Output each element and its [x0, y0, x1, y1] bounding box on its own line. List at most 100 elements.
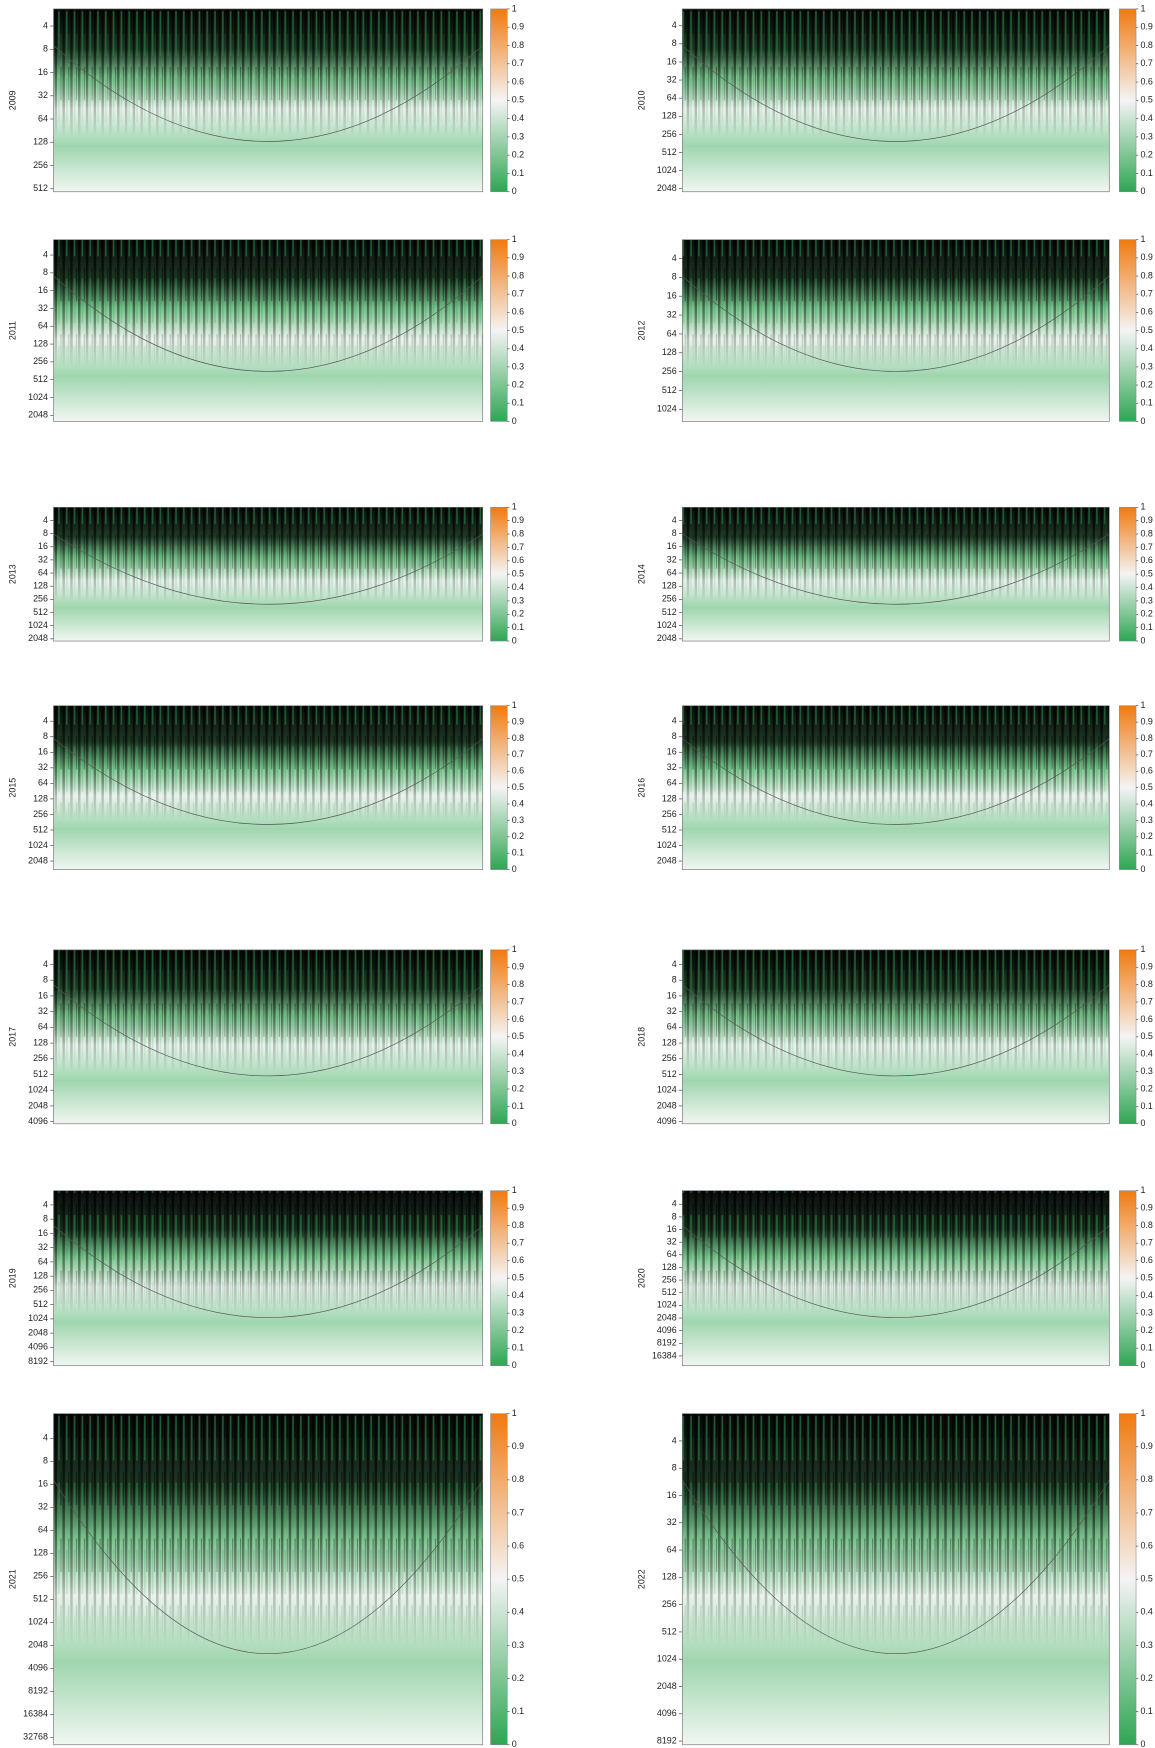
wavelet-panel: 48163264128256512102420484096201800.10.2… — [637, 944, 1153, 1128]
y-tick-label: 1024 — [657, 840, 677, 850]
y-tick-label: 8 — [672, 528, 677, 538]
y-tick-label: 16 — [38, 541, 48, 551]
colorbar-tick-label: 0.3 — [1141, 131, 1153, 141]
colorbar-tick-label: 0.2 — [1141, 1083, 1153, 1093]
y-tick-label: 1024 — [657, 1300, 677, 1310]
y-tick-label: 256 — [662, 129, 677, 139]
colorbar-tick-label: 0.7 — [512, 749, 524, 759]
y-tick-label: 64 — [38, 1022, 48, 1032]
colorbar-tick-label: 0 — [512, 186, 517, 196]
colorbar-tick-label: 0.3 — [512, 131, 524, 141]
y-tick-label: 32 — [38, 1242, 48, 1252]
y-tick-label: 64 — [667, 778, 677, 788]
colorbar — [1119, 1191, 1136, 1366]
colorbar — [1119, 1414, 1136, 1745]
colorbar-tick-label: 0.1 — [1141, 848, 1153, 858]
y-tick-label: 8 — [43, 1214, 48, 1224]
y-tick-label: 512 — [33, 1299, 48, 1309]
colorbar-tick-label: 0.7 — [512, 1507, 524, 1517]
colorbar-tick-label: 1 — [512, 1185, 517, 1195]
colorbar-tick-label: 0 — [1141, 186, 1146, 196]
y-tick-label: 4 — [672, 253, 677, 263]
y-tick-label: 32 — [38, 554, 48, 564]
y-tick-label: 4 — [43, 249, 48, 259]
y-tick-label: 32 — [667, 309, 677, 319]
colorbar-tick-label: 0.8 — [1141, 528, 1153, 538]
y-tick-label: 4 — [672, 515, 677, 525]
colorbar-tick-label: 0.8 — [1141, 733, 1153, 743]
colorbar-tick-label: 0.6 — [1141, 1540, 1153, 1550]
colorbar-tick-label: 0.5 — [512, 1273, 524, 1283]
y-tick-label: 256 — [33, 1285, 48, 1295]
colorbar-tick-label: 0.9 — [1141, 1441, 1153, 1451]
colorbar-tick-label: 0.7 — [1141, 289, 1153, 299]
y-tick-label: 8 — [672, 1463, 677, 1473]
figure-body: 4 8 16 32 64 128 256 512 2009 0 0.1 0.2 0.3 0.4 0.5 0.6… — [8, 3, 1153, 1748]
y-tick-label: 512 — [33, 1069, 48, 1079]
wavelet-panel: 4816326412825651210242048201400.10.20.30… — [637, 502, 1153, 646]
colorbar-tick-label: 0 — [512, 1118, 517, 1128]
y-tick-label: 128 — [662, 581, 677, 591]
colorbar-tick-label: 0.6 — [1141, 1014, 1153, 1024]
y-tick-label: 2048 — [657, 1312, 677, 1322]
colorbar-tick-label: 1 — [1141, 944, 1146, 954]
colorbar-tick-label: 0.5 — [512, 1031, 524, 1041]
colorbar-tick-label: 0.9 — [1141, 252, 1153, 262]
colorbar-tick-label: 0.2 — [1141, 1673, 1153, 1683]
wavelet-panel: 4816326412825651210242048201100.10.20.30… — [8, 234, 524, 426]
colorbar-tick-label: 0 — [1141, 1118, 1146, 1128]
y-tick-label: 128 — [33, 1037, 48, 1047]
colorbar-tick-label: 0.2 — [1141, 609, 1153, 619]
colorbar-tick-label: 0.9 — [512, 1441, 524, 1451]
coherence-streaks — [54, 507, 483, 641]
y-tick-label: 256 — [33, 809, 48, 819]
y-tick-label: 8 — [43, 731, 48, 741]
y-tick-label: 4 — [43, 515, 48, 525]
colorbar-tick-label: 0.3 — [1141, 815, 1153, 825]
y-axis-label: 2022 — [637, 1569, 647, 1589]
colorbar-tick-label: 1 — [1141, 234, 1146, 244]
y-axis-label: 2011 — [8, 321, 18, 340]
y-tick-label: 64 — [38, 1256, 48, 1266]
colorbar-tick-label: 0.8 — [512, 1474, 524, 1484]
y-tick-label: 2048 — [657, 1100, 677, 1110]
y-tick-label: 32 — [667, 1006, 677, 1016]
colorbar-tick-label: 0.9 — [512, 515, 524, 525]
y-tick-label: 128 — [662, 1572, 677, 1582]
y-tick-label: 16 — [38, 990, 48, 1000]
y-tick-label: 128 — [33, 581, 48, 591]
y-tick-label: 4 — [672, 1435, 677, 1445]
y-tick-label: 64 — [667, 1544, 677, 1554]
colorbar-tick-label: 0.7 — [1141, 1238, 1153, 1248]
colorbar-tick-label: 0.5 — [512, 782, 524, 792]
wavelet-panel: 4816326412825651210242048201300.10.20.30… — [8, 502, 524, 646]
y-axis-label: 2010 — [637, 90, 647, 110]
y-tick-label: 4 — [43, 959, 48, 969]
colorbar-tick-label: 0.4 — [512, 113, 524, 123]
y-tick-label: 128 — [662, 111, 677, 121]
y-tick-label: 64 — [667, 328, 677, 338]
y-tick-label: 16384 — [23, 1709, 48, 1719]
y-tick-label: 512 — [662, 147, 677, 157]
colorbar-tick-label: 0.9 — [1141, 962, 1153, 972]
colorbar-tick-label: 0 — [1141, 635, 1146, 645]
wavelet-panel: 481632641282565121024204840968192202200.… — [637, 1408, 1153, 1748]
y-axis-label: 2015 — [8, 778, 18, 798]
y-axis-label: 2009 — [8, 90, 18, 110]
colorbar-tick-label: 0.1 — [512, 398, 524, 408]
colorbar-tick-label: 0 — [512, 1739, 517, 1748]
colorbar-tick-label: 0.5 — [512, 1574, 524, 1584]
y-tick-label: 16 — [667, 990, 677, 1000]
colorbar-tick-label: 0 — [1141, 1739, 1146, 1748]
coherence-streaks — [682, 1191, 1109, 1366]
colorbar — [1119, 9, 1136, 192]
colorbar-tick-label: 0.5 — [1141, 782, 1153, 792]
colorbar-tick-label: 0.4 — [1141, 343, 1153, 353]
coherence-streaks — [682, 706, 1109, 870]
y-tick-label: 4096 — [657, 1708, 677, 1718]
colorbar — [491, 507, 508, 641]
y-tick-label: 128 — [662, 1037, 677, 1047]
y-tick-label: 16 — [667, 56, 677, 66]
y-tick-label: 8192 — [28, 1356, 48, 1366]
colorbar — [491, 950, 508, 1124]
